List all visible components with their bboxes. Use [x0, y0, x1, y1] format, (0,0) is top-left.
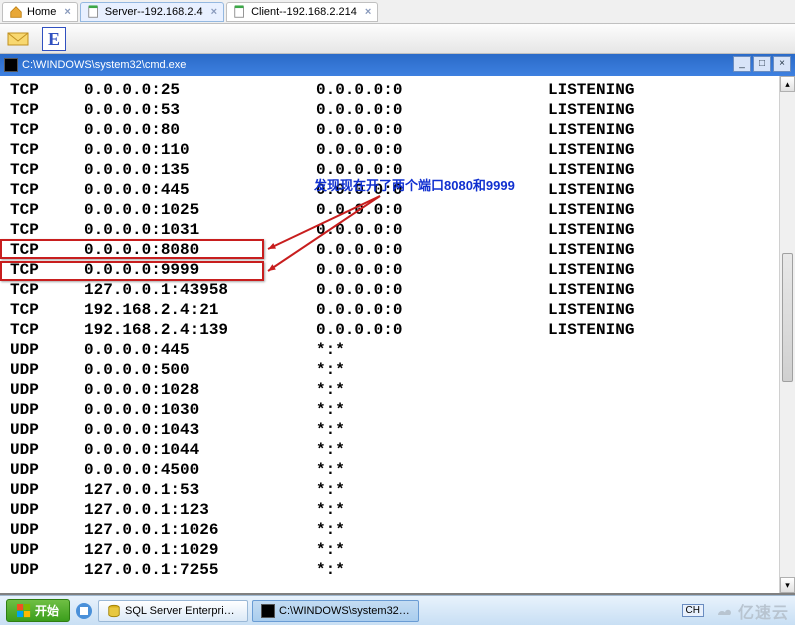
page-icon [87, 5, 101, 19]
tab-label: Home [27, 6, 56, 18]
netstat-row: TCP0.0.0.0:10310.0.0.0:0LISTENING [10, 220, 795, 240]
home-icon [9, 5, 23, 19]
minimize-button[interactable]: _ [733, 56, 751, 72]
scroll-down-button[interactable]: ▾ [780, 577, 795, 593]
netstat-row: UDP0.0.0.0:1030*:* [10, 400, 795, 420]
window-controls: _ □ × [733, 56, 791, 72]
start-label: 开始 [35, 602, 59, 619]
netstat-row: TCP0.0.0.0:1100.0.0.0:0LISTENING [10, 140, 795, 160]
close-icon[interactable]: × [211, 6, 217, 18]
cmd-icon [4, 58, 18, 72]
tab-label: Client--192.168.2.214 [251, 6, 357, 18]
netstat-row: UDP0.0.0.0:1028*:* [10, 380, 795, 400]
netstat-row: TCP0.0.0.0:4450.0.0.0:0LISTENING [10, 180, 795, 200]
netstat-row: UDP127.0.0.1:7255*:* [10, 560, 795, 580]
netstat-row: TCP0.0.0.0:250.0.0.0:0LISTENING [10, 80, 795, 100]
watermark: 亿速云 [712, 599, 789, 623]
scroll-up-button[interactable]: ▴ [780, 76, 795, 92]
vertical-scrollbar[interactable]: ▴ ▾ [779, 76, 795, 593]
taskbar-item-cmd[interactable]: C:\WINDOWS\system32… [252, 600, 419, 622]
tab-client[interactable]: Client--192.168.2.214 × [226, 2, 378, 22]
maximize-button[interactable]: □ [753, 56, 771, 72]
netstat-row: UDP0.0.0.0:4500*:* [10, 460, 795, 480]
taskbar: 开始 SQL Server Enterpri… C:\WINDOWS\syste… [0, 595, 795, 625]
netstat-row: TCP0.0.0.0:10250.0.0.0:0LISTENING [10, 200, 795, 220]
tab-label: Server--192.168.2.4 [105, 6, 203, 18]
netstat-row: UDP127.0.0.1:1029*:* [10, 540, 795, 560]
netstat-row: UDP0.0.0.0:500*:* [10, 360, 795, 380]
cmd-body[interactable]: TCP0.0.0.0:250.0.0.0:0LISTENINGTCP0.0.0.… [0, 76, 795, 593]
netstat-row: TCP192.168.2.4:1390.0.0.0:0LISTENING [10, 320, 795, 340]
lang-indicator[interactable]: CH [682, 604, 704, 617]
netstat-row: UDP0.0.0.0:1044*:* [10, 440, 795, 460]
toolbar: E [0, 24, 795, 54]
netstat-row: TCP192.168.2.4:210.0.0.0:0LISTENING [10, 300, 795, 320]
netstat-row: UDP0.0.0.0:1043*:* [10, 420, 795, 440]
start-button[interactable]: 开始 [6, 599, 70, 622]
netstat-row: UDP127.0.0.1:123*:* [10, 500, 795, 520]
cmd-icon [261, 604, 275, 618]
task-label: SQL Server Enterpri… [125, 605, 235, 617]
netstat-row: TCP0.0.0.0:99990.0.0.0:0LISTENING [10, 260, 795, 280]
quicklaunch-icon[interactable] [74, 601, 94, 621]
tab-home[interactable]: Home × [2, 2, 78, 22]
system-tray: CH 亿速云 [682, 599, 789, 623]
browser-tab-strip: Home × Server--192.168.2.4 × Client--192… [0, 0, 795, 24]
netstat-row: TCP0.0.0.0:80800.0.0.0:0LISTENING [10, 240, 795, 260]
netstat-row: TCP0.0.0.0:1350.0.0.0:0LISTENING [10, 160, 795, 180]
netstat-row: TCP0.0.0.0:800.0.0.0:0LISTENING [10, 120, 795, 140]
scroll-thumb[interactable] [782, 253, 793, 382]
cmd-title: C:\WINDOWS\system32\cmd.exe [22, 59, 186, 71]
close-button[interactable]: × [773, 56, 791, 72]
cmd-titlebar[interactable]: C:\WINDOWS\system32\cmd.exe _ □ × [0, 54, 795, 76]
close-icon[interactable]: × [365, 6, 371, 18]
netstat-row: UDP0.0.0.0:445*:* [10, 340, 795, 360]
netstat-row: UDP127.0.0.1:1026*:* [10, 520, 795, 540]
tab-server[interactable]: Server--192.168.2.4 × [80, 2, 224, 22]
page-icon [233, 5, 247, 19]
e-logo-icon[interactable]: E [42, 27, 66, 51]
cmd-window: C:\WINDOWS\system32\cmd.exe _ □ × TCP0.0… [0, 54, 795, 595]
envelope-icon[interactable] [6, 27, 30, 51]
task-label: C:\WINDOWS\system32… [279, 605, 410, 617]
taskbar-item-sql[interactable]: SQL Server Enterpri… [98, 600, 248, 622]
close-icon[interactable]: × [64, 6, 70, 18]
netstat-row: UDP127.0.0.1:53*:* [10, 480, 795, 500]
netstat-row: TCP127.0.0.1:439580.0.0.0:0LISTENING [10, 280, 795, 300]
netstat-row: TCP0.0.0.0:530.0.0.0:0LISTENING [10, 100, 795, 120]
